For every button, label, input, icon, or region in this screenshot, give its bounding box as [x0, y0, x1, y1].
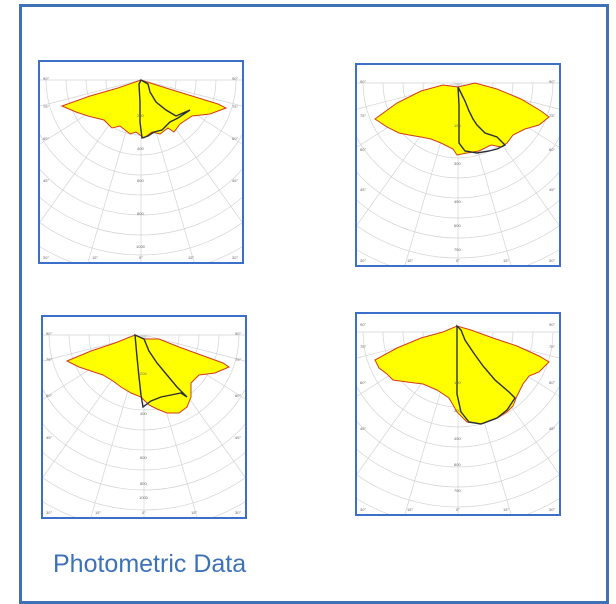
angle-label-right-1: 90° [235, 331, 241, 336]
angle-label-left-3: 60° [43, 136, 49, 141]
radial-label-5: 1000 [136, 244, 146, 249]
angle-label-left-5: 30° [360, 507, 366, 512]
radial-label-4: 800 [137, 211, 144, 216]
angle-label-bottom-3: 15° [191, 510, 197, 515]
angle-label-right-1: 90° [232, 76, 238, 81]
angle-label-left-2: 75° [360, 113, 366, 118]
angle-label-bottom-1: 15° [95, 510, 101, 515]
radial-label-2: 400 [137, 146, 144, 151]
angle-label-left-3: 60° [46, 393, 52, 398]
angle-labels: 90° 75° 60° 45° 30° 90° 75° 60° 45° 30° … [43, 76, 238, 260]
angle-label-right-3: 60° [549, 380, 555, 385]
angle-label-right-2: 75° [232, 104, 238, 109]
radial-label-5: 750 [454, 488, 461, 493]
angle-label-right-4: 45° [549, 426, 555, 431]
angle-label-bottom-1: 15° [407, 507, 413, 512]
angle-label-right-5: 30° [235, 510, 241, 515]
angle-label-right-3: 60° [232, 136, 238, 141]
radial-label-2: 400 [140, 411, 147, 416]
radial-label-3: 600 [140, 455, 147, 460]
angle-labels: 90° 75° 60° 45° 30° 90° 75° 60° 45° 30° … [46, 331, 241, 515]
angle-label-bottom-3: 15° [503, 258, 509, 263]
angle-label-left-3: 60° [360, 147, 366, 152]
angle-label-left-5: 30° [46, 510, 52, 515]
radial-label-3: 450 [454, 199, 461, 204]
angle-label-right-4: 45° [232, 178, 238, 183]
radial-labels: 150 300 450 600 750 [454, 123, 461, 252]
angle-label-right-3: 60° [549, 147, 555, 152]
intensity-curve-fill [60, 79, 228, 139]
intensity-curve-fill [65, 334, 231, 414]
radial-labels: 200 400 600 800 1000 [136, 113, 146, 249]
angle-label-left-5: 30° [360, 258, 366, 263]
intensity-curve-fill [374, 82, 550, 156]
angle-label-right-5: 30° [549, 258, 555, 263]
angle-labels: 90° 75° 60° 45° 30° 90° 75° 60° 45° 30° … [360, 79, 555, 263]
photometric-diagram-1: 90° 75° 60° 45° 30° 90° 75° 60° 45° 30° … [40, 76, 242, 262]
angle-label-bottom-1: 15° [407, 258, 413, 263]
photometric-panel-2: 90° 75° 60° 45° 30° 90° 75° 60° 45° 30° … [355, 63, 561, 267]
angle-label-bottom-3: 15° [503, 507, 509, 512]
angle-label-bottom-2: 0° [142, 510, 146, 515]
radial-labels: 150 300 450 600 750 [454, 380, 461, 493]
angle-label-left-5: 30° [43, 255, 49, 260]
angle-label-right-1: 90° [549, 79, 555, 84]
angle-label-left-4: 45° [360, 187, 366, 192]
radial-label-2: 300 [454, 161, 461, 166]
angle-label-left-2: 75° [46, 357, 52, 362]
radial-label-5: 1000 [139, 495, 149, 500]
angle-label-left-4: 45° [360, 426, 366, 431]
angle-label-right-4: 45° [235, 435, 241, 440]
angle-label-left-1: 90° [360, 79, 366, 84]
angle-label-left-2: 75° [360, 344, 366, 349]
intensity-curve-fill [374, 325, 550, 425]
intensity-curve-c90 [457, 86, 507, 154]
radial-label-5: 750 [454, 247, 461, 252]
radial-label-3: 450 [454, 436, 461, 441]
radial-label-1: 200 [140, 371, 147, 376]
angle-label-right-2: 75° [235, 357, 241, 362]
intensity-curve-c90 [134, 333, 188, 409]
angle-label-right-5: 30° [232, 255, 238, 260]
angle-label-left-2: 75° [43, 104, 49, 109]
angle-label-right-4: 45° [549, 187, 555, 192]
angle-label-left-1: 90° [46, 331, 52, 336]
angle-label-left-4: 45° [46, 435, 52, 440]
angle-label-bottom-2: 0° [139, 255, 143, 260]
radial-label-2: 300 [454, 408, 461, 413]
angle-label-bottom-3: 15° [188, 255, 194, 260]
radial-label-1: 150 [454, 123, 461, 128]
photometric-panel-1: 90° 75° 60° 45° 30° 90° 75° 60° 45° 30° … [38, 60, 244, 264]
angle-label-right-2: 75° [549, 344, 555, 349]
radial-label-3: 600 [137, 178, 144, 183]
photometric-panel-3: 90° 75° 60° 45° 30° 90° 75° 60° 45° 30° … [41, 315, 247, 519]
angle-label-left-3: 60° [360, 380, 366, 385]
angle-label-right-3: 60° [235, 393, 241, 398]
intensity-curve-c90 [138, 79, 191, 139]
radial-label-4: 600 [454, 223, 461, 228]
radial-labels: 200 400 600 800 1000 [139, 371, 149, 500]
angle-label-left-1: 90° [360, 322, 366, 327]
photometric-diagram-3: 90° 75° 60° 45° 30° 90° 75° 60° 45° 30° … [43, 331, 245, 517]
angle-label-right-2: 75° [549, 113, 555, 118]
radial-label-1: 150 [454, 380, 461, 385]
angle-label-bottom-1: 15° [92, 255, 98, 260]
angle-label-left-4: 45° [43, 178, 49, 183]
angle-label-bottom-2: 0° [456, 258, 460, 263]
angle-label-right-5: 30° [549, 507, 555, 512]
photometric-panel-4: 90° 75° 60° 45° 30° 90° 75° 60° 45° 30° … [355, 312, 561, 516]
radial-label-4: 800 [140, 481, 147, 486]
radial-label-4: 600 [454, 462, 461, 467]
photometric-diagram-4: 90° 75° 60° 45° 30° 90° 75° 60° 45° 30° … [357, 322, 559, 514]
radial-label-1: 200 [137, 113, 144, 118]
angle-label-left-1: 90° [43, 76, 49, 81]
intensity-curve-c90 [456, 324, 516, 425]
angle-label-right-1: 90° [549, 322, 555, 327]
photometric-diagram-2: 90° 75° 60° 45° 30° 90° 75° 60° 45° 30° … [357, 79, 559, 265]
angle-label-bottom-2: 0° [456, 507, 460, 512]
photometric-caption: Photometric Data [53, 550, 247, 578]
angle-labels: 90° 75° 60° 45° 30° 90° 75° 60° 45° 30° … [360, 322, 555, 512]
